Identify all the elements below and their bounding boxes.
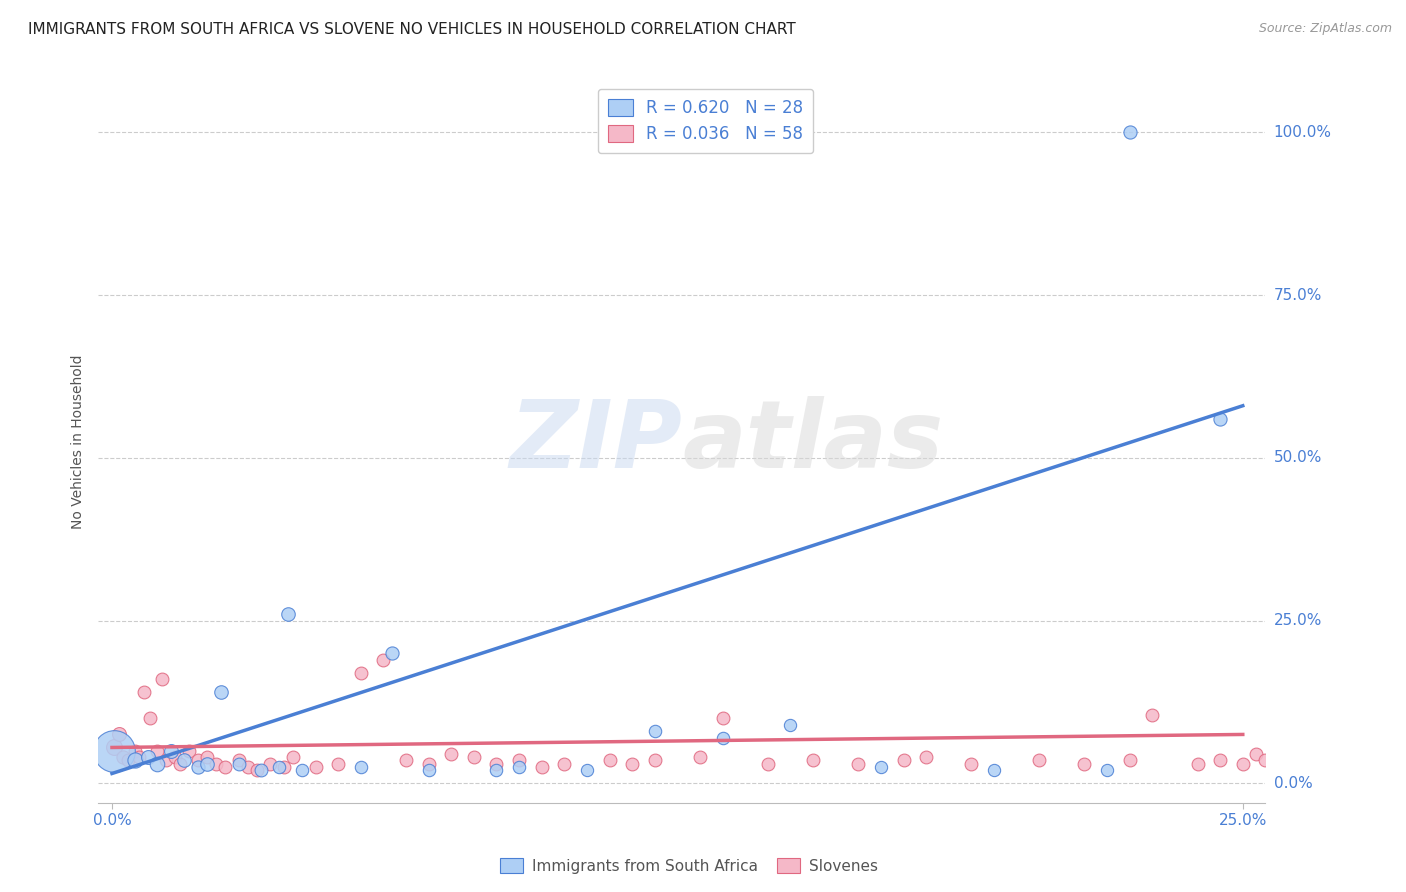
Point [530, 760, 553, 774]
Point [107, 727, 129, 741]
Point [136, 750, 159, 764]
Point [960, 756, 983, 771]
Text: 25.0%: 25.0% [1274, 613, 1322, 628]
Point [195, 750, 218, 764]
Point [124, 754, 146, 768]
Point [187, 760, 209, 774]
Point [1277, 754, 1299, 768]
Point [485, 764, 508, 778]
Point [418, 764, 440, 778]
Point [209, 685, 232, 699]
Point [128, 750, 150, 764]
Text: 50.0%: 50.0% [1274, 450, 1322, 466]
Point [205, 756, 228, 771]
Point [259, 756, 281, 771]
Text: atlas: atlas [682, 395, 943, 488]
Point [463, 750, 485, 764]
Point [508, 754, 530, 768]
Point [1268, 756, 1291, 771]
Point [103, 744, 125, 758]
Point [177, 744, 200, 758]
Point [195, 756, 218, 771]
Point [381, 646, 404, 660]
Point [870, 760, 893, 774]
Point [1232, 756, 1254, 771]
Point [236, 760, 259, 774]
Point [228, 754, 250, 768]
Point [1254, 754, 1277, 768]
Point [1187, 756, 1209, 771]
Point [373, 652, 395, 666]
Point [281, 750, 304, 764]
Text: IMMIGRANTS FROM SOUTH AFRICA VS SLOVENE NO VEHICLES IN HOUSEHOLD CORRELATION CHA: IMMIGRANTS FROM SOUTH AFRICA VS SLOVENE … [28, 22, 796, 37]
Point [846, 756, 869, 771]
Point [159, 744, 181, 758]
Point [621, 756, 644, 771]
Point [575, 764, 598, 778]
Point [155, 754, 177, 768]
Point [440, 747, 463, 761]
Point [1142, 707, 1164, 722]
Point [117, 754, 139, 768]
Text: 0.0%: 0.0% [1274, 776, 1312, 791]
Text: ZIP: ZIP [509, 395, 682, 488]
Point [893, 754, 915, 768]
Point [146, 756, 169, 771]
Point [246, 764, 269, 778]
Point [801, 754, 824, 768]
Y-axis label: No Vehicles in Household: No Vehicles in Household [72, 354, 86, 529]
Point [150, 672, 173, 686]
Point [395, 754, 418, 768]
Point [1028, 754, 1050, 768]
Point [983, 764, 1005, 778]
Point [146, 744, 169, 758]
Point [553, 756, 575, 771]
Point [165, 750, 187, 764]
Point [250, 764, 273, 778]
Point [1209, 754, 1232, 768]
Point [644, 724, 666, 739]
Point [214, 760, 236, 774]
Point [756, 756, 779, 771]
Point [1118, 125, 1140, 139]
Text: Source: ZipAtlas.com: Source: ZipAtlas.com [1258, 22, 1392, 36]
Point [418, 756, 440, 771]
Point [304, 760, 326, 774]
Point [291, 764, 314, 778]
Point [1246, 747, 1268, 761]
Point [273, 760, 295, 774]
Text: 100.0%: 100.0% [1274, 125, 1331, 140]
Point [350, 760, 373, 774]
Point [173, 754, 195, 768]
Legend: Immigrants from South Africa, Slovenes: Immigrants from South Africa, Slovenes [494, 852, 884, 880]
Text: 75.0%: 75.0% [1274, 287, 1322, 302]
Point [228, 756, 250, 771]
Point [350, 665, 373, 680]
Point [599, 754, 621, 768]
Point [1209, 411, 1232, 425]
Point [915, 750, 938, 764]
Point [485, 756, 508, 771]
Point [112, 750, 135, 764]
Point [139, 711, 162, 725]
Point [1073, 756, 1095, 771]
Point [169, 756, 191, 771]
Point [1118, 754, 1140, 768]
Point [689, 750, 711, 764]
Point [711, 731, 734, 745]
Point [187, 754, 209, 768]
Point [328, 756, 350, 771]
Point [1095, 764, 1118, 778]
Point [644, 754, 666, 768]
Point [132, 685, 155, 699]
Point [711, 711, 734, 725]
Legend: R = 0.620   N = 28, R = 0.036   N = 58: R = 0.620 N = 28, R = 0.036 N = 58 [598, 88, 813, 153]
Point [779, 717, 801, 731]
Point [277, 607, 299, 621]
Point [103, 740, 125, 755]
Point [269, 760, 291, 774]
Point [124, 744, 146, 758]
Point [508, 760, 530, 774]
